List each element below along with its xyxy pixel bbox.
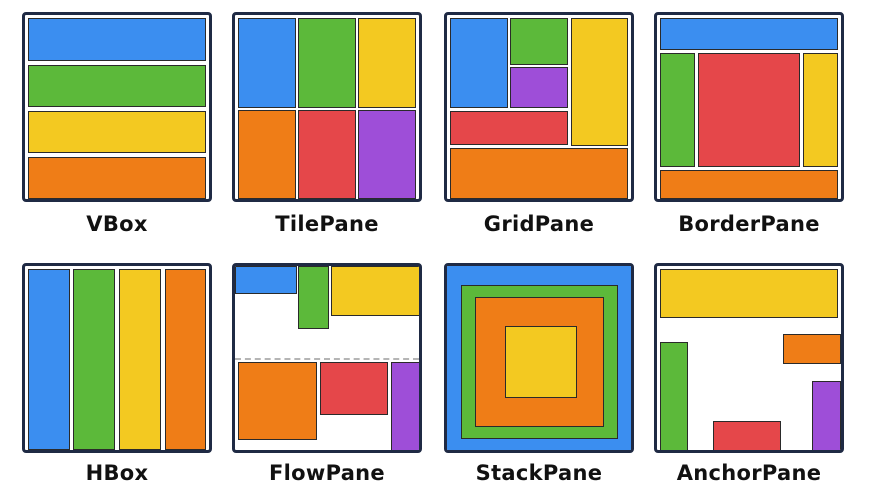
anchorpane-red-node bbox=[713, 421, 781, 450]
anchorpane-purple-node bbox=[812, 381, 841, 450]
flowpane-green-node bbox=[298, 266, 329, 329]
borderpane-diagram bbox=[654, 12, 844, 202]
vbox-diagram bbox=[22, 12, 212, 202]
borderpane-bottom-region bbox=[660, 170, 838, 199]
borderpane-top-region bbox=[660, 18, 838, 50]
flowpane-label: FlowPane bbox=[269, 461, 385, 485]
vbox-green-block bbox=[28, 65, 206, 107]
gridpane-blue-cell bbox=[450, 18, 508, 108]
flowpane-wrap-line bbox=[235, 358, 419, 360]
tilepane-blue-tile bbox=[238, 18, 296, 108]
tilepane-purple-tile bbox=[358, 110, 416, 199]
flowpane-red-node bbox=[320, 362, 388, 415]
anchorpane-diagram bbox=[654, 263, 844, 453]
flowpane-yellow-node bbox=[331, 266, 419, 316]
hbox-label: HBox bbox=[85, 461, 149, 485]
hbox-blue-block bbox=[28, 269, 70, 450]
borderpane-center-region bbox=[698, 53, 800, 167]
hbox-orange-block bbox=[165, 269, 206, 450]
anchorpane-green-node bbox=[660, 342, 688, 450]
tilepane-yellow-tile bbox=[358, 18, 416, 108]
borderpane-left-region bbox=[660, 53, 695, 167]
hbox-green-block bbox=[73, 269, 115, 450]
tilepane-red-tile bbox=[298, 110, 356, 199]
borderpane-label: BorderPane bbox=[678, 212, 820, 236]
gridpane-red-cell bbox=[450, 111, 568, 145]
gridpane-label: GridPane bbox=[483, 212, 595, 236]
hbox-yellow-block bbox=[119, 269, 161, 450]
borderpane-right-region bbox=[803, 53, 838, 167]
gridpane-orange-cell bbox=[450, 148, 628, 199]
hbox-diagram bbox=[22, 263, 212, 453]
vbox-blue-block bbox=[28, 18, 206, 61]
tilepane-label: TilePane bbox=[275, 212, 379, 236]
gridpane-green-cell bbox=[510, 18, 568, 65]
stackpane-yellow-layer bbox=[505, 326, 577, 398]
anchorpane-yellow-node bbox=[660, 269, 838, 318]
stackpane-diagram bbox=[444, 263, 634, 453]
anchorpane-label: AnchorPane bbox=[676, 461, 822, 485]
anchorpane-orange-node bbox=[783, 334, 841, 364]
stackpane-label: StackPane bbox=[475, 461, 603, 485]
vbox-orange-block bbox=[28, 157, 206, 199]
tilepane-green-tile bbox=[298, 18, 356, 108]
gridpane-purple-cell bbox=[510, 67, 568, 108]
gridpane-diagram bbox=[444, 12, 634, 202]
tilepane-diagram bbox=[232, 12, 422, 202]
flowpane-diagram bbox=[232, 263, 422, 453]
gridpane-yellow-cell bbox=[571, 18, 628, 146]
vbox-label: VBox bbox=[86, 212, 148, 236]
vbox-yellow-block bbox=[28, 111, 206, 153]
tilepane-orange-tile bbox=[238, 110, 296, 199]
flowpane-purple-node bbox=[391, 362, 419, 450]
flowpane-orange-node bbox=[238, 362, 317, 440]
flowpane-blue-node bbox=[235, 266, 297, 294]
